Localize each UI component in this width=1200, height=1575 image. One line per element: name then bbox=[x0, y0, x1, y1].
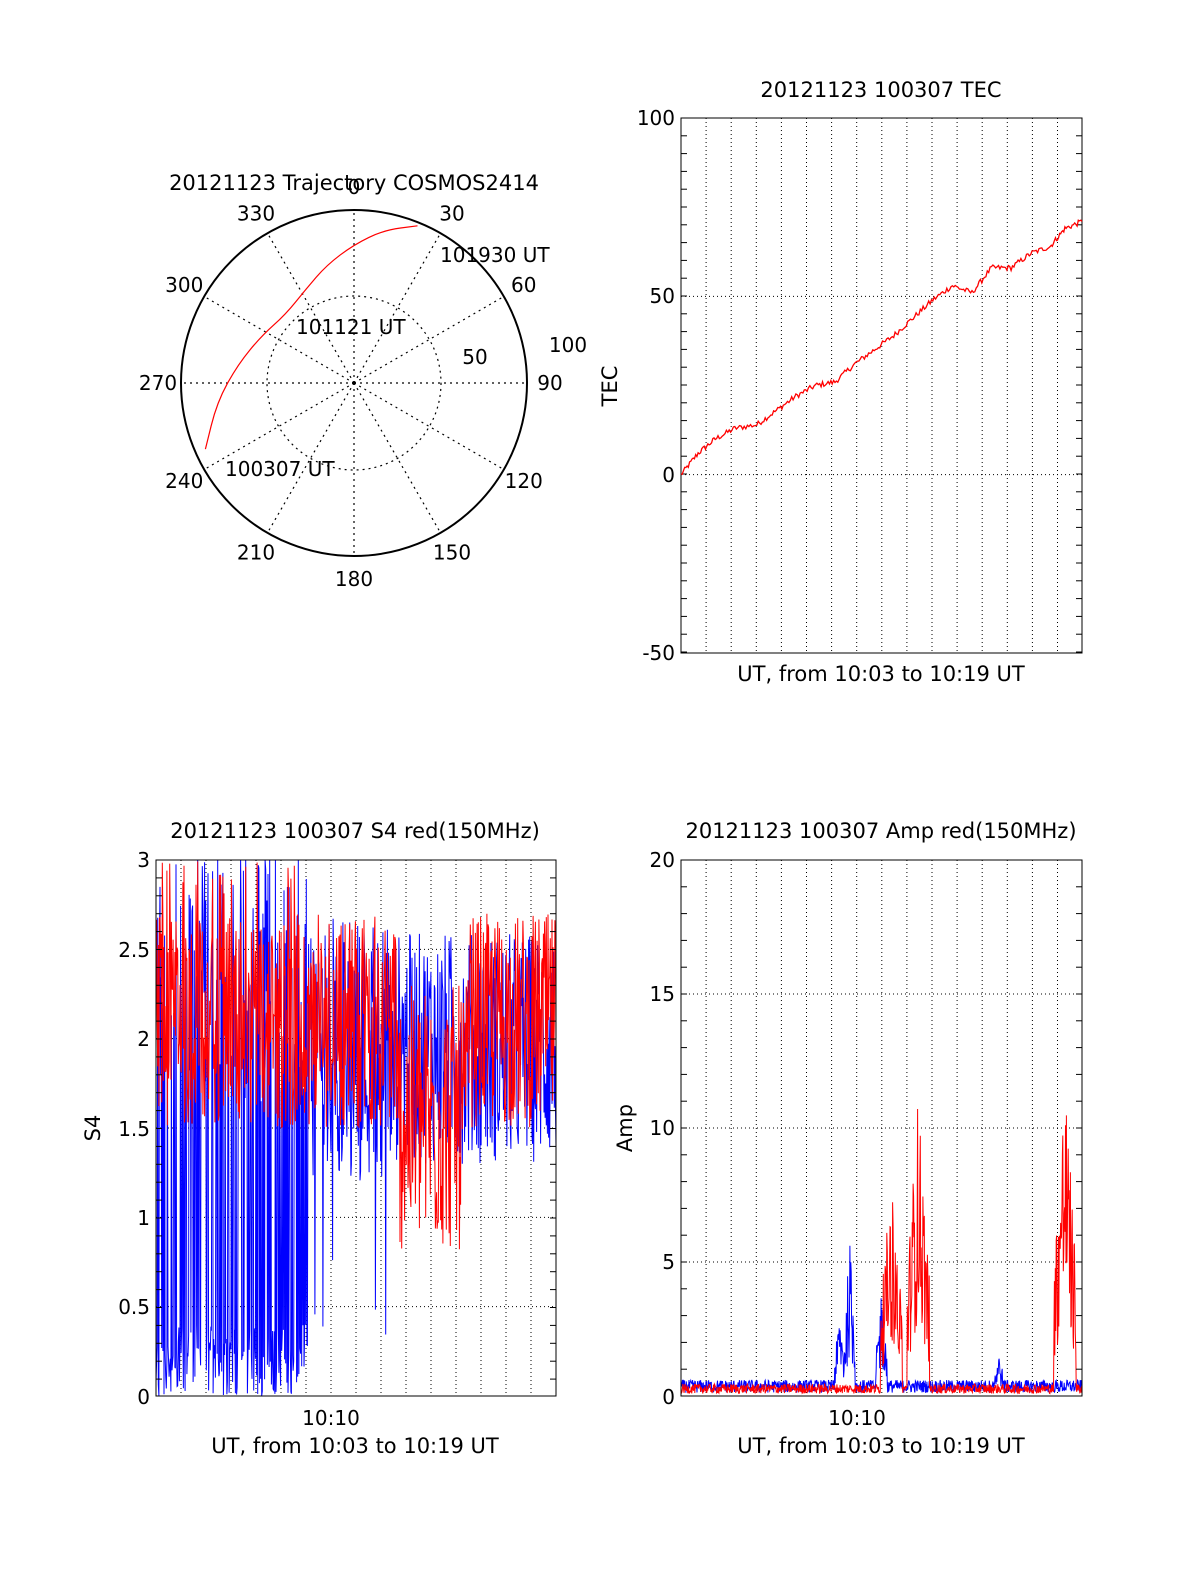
s4-ytick-1-5: 1.5 bbox=[118, 1117, 150, 1141]
amp-xlabel: UT, from 10:03 to 10:19 UT bbox=[737, 1434, 1025, 1458]
polar-spoke bbox=[203, 382, 355, 471]
polar-spoke bbox=[353, 382, 505, 471]
amp-plot: 20121123 100307 Amp red(150MHz) 20 15 10… bbox=[613, 819, 1083, 1458]
polar-spoke bbox=[353, 382, 442, 534]
amp-ytick-10: 10 bbox=[650, 1116, 675, 1140]
polar-radial-label-50: 50 bbox=[462, 345, 487, 369]
trajectory-mid-label: 101121 UT bbox=[296, 315, 406, 339]
s4-ytick-2-5: 2.5 bbox=[118, 938, 150, 962]
polar-azimuth-label: 300 bbox=[165, 273, 203, 297]
polar-azimuth-label: 330 bbox=[237, 201, 275, 225]
tec-plot: 20121123 100307 TEC 100 50 0 -50 TEC UT,… bbox=[598, 78, 1083, 686]
polar-azimuth-label: 60 bbox=[511, 273, 536, 297]
amp-ytick-0: 0 bbox=[662, 1385, 675, 1409]
polar-inner-circle bbox=[266, 295, 442, 471]
trajectory-start-label: 100307 UT bbox=[225, 457, 335, 481]
s4-red-series-line bbox=[155, 861, 557, 1250]
s4-minor-ticks bbox=[156, 877, 556, 1380]
polar-spoke bbox=[203, 295, 355, 384]
polar-plot: 20121123 Trajectory COSMOS2414 0 30 60 90 12… bbox=[139, 171, 587, 591]
amp-xtick-1010: 10:10 bbox=[828, 1406, 886, 1430]
tec-xlabel: UT, from 10:03 to 10:19 UT bbox=[737, 662, 1025, 686]
polar-azimuth-label: 30 bbox=[439, 201, 464, 225]
amp-red-series-line bbox=[680, 1108, 1083, 1395]
polar-azimuth-label: 180 bbox=[335, 567, 373, 591]
polar-azimuth-label: 90 bbox=[537, 371, 562, 395]
amp-title: 20121123 100307 Amp red(150MHz) bbox=[685, 819, 1076, 843]
tec-title: 20121123 100307 TEC bbox=[760, 78, 1001, 102]
polar-azimuth-label: 120 bbox=[505, 469, 543, 493]
trajectory-end-label: 101930 UT bbox=[440, 243, 550, 267]
s4-ytick-1: 1 bbox=[137, 1206, 150, 1230]
amp-minor-ticks bbox=[681, 886, 1082, 1397]
s4-xlabel: UT, from 10:03 to 10:19 UT bbox=[211, 1434, 499, 1458]
polar-trajectory-line bbox=[204, 225, 418, 450]
s4-xtick-1010: 10:10 bbox=[302, 1406, 360, 1430]
s4-ylabel: S4 bbox=[81, 1115, 105, 1142]
s4-ytick-0-5: 0.5 bbox=[118, 1295, 150, 1319]
tec-ytick-0: 0 bbox=[662, 463, 675, 487]
polar-azimuth-label: 240 bbox=[165, 469, 203, 493]
polar-title: 20121123 Trajectory COSMOS2414 bbox=[169, 171, 539, 195]
amp-ytick-15: 15 bbox=[650, 982, 675, 1006]
tec-ylabel: TEC bbox=[598, 366, 622, 408]
tec-ytick-neg50: -50 bbox=[642, 641, 675, 665]
amp-blue-series-line bbox=[680, 1245, 1083, 1395]
polar-radial-label-100: 100 bbox=[549, 333, 587, 357]
polar-spokes bbox=[181, 210, 527, 556]
polar-outer-circle bbox=[180, 209, 528, 557]
s4-ytick-3: 3 bbox=[137, 848, 150, 872]
amp-ylabel: Amp bbox=[613, 1104, 637, 1152]
polar-azimuth-label: 150 bbox=[433, 541, 471, 565]
polar-spoke bbox=[266, 382, 355, 534]
tec-grid bbox=[681, 118, 1082, 653]
tec-ytick-50: 50 bbox=[650, 284, 675, 308]
polar-azimuth-labels: 0 30 60 90 120 150 180 210 240 270 300 330 bbox=[139, 175, 563, 591]
s4-ytick-0: 0 bbox=[137, 1385, 150, 1409]
amp-ytick-5: 5 bbox=[662, 1250, 675, 1274]
tec-series-line bbox=[680, 219, 1083, 476]
polar-spoke bbox=[266, 232, 355, 384]
s4-ytick-2: 2 bbox=[137, 1027, 150, 1051]
polar-azimuth-label: 0 bbox=[348, 175, 361, 199]
polar-azimuth-label: 270 bbox=[139, 371, 177, 395]
polar-spoke bbox=[353, 295, 505, 384]
s4-title: 20121123 100307 S4 red(150MHz) bbox=[170, 819, 540, 843]
amp-grid bbox=[681, 860, 1082, 1396]
polar-spoke bbox=[353, 232, 442, 384]
s4-plot: 20121123 100307 S4 red(150MHz) 3 2.5 2 1… bbox=[81, 819, 557, 1458]
polar-azimuth-label: 210 bbox=[237, 541, 275, 565]
tec-ytick-100: 100 bbox=[637, 106, 675, 130]
tec-minor-ticks bbox=[681, 135, 1082, 653]
amp-ytick-20: 20 bbox=[650, 848, 675, 872]
